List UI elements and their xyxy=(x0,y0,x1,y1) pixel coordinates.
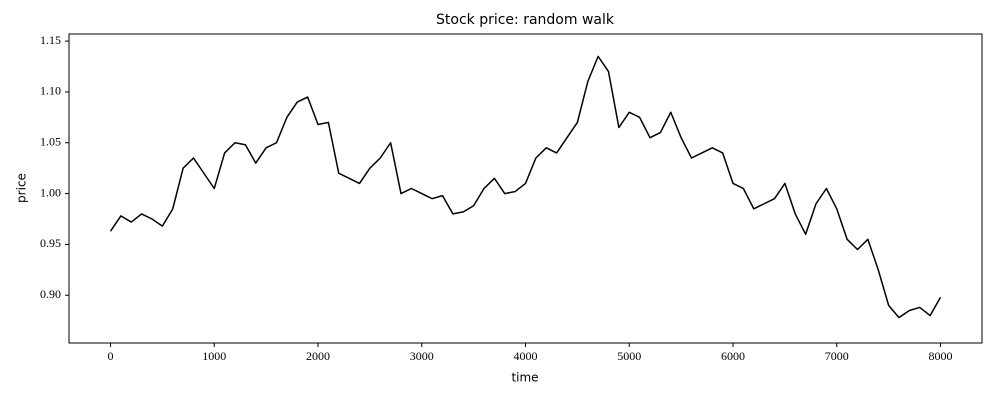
y-tick-label: 0.90 xyxy=(40,287,61,301)
x-tick-label: 6000 xyxy=(721,349,745,363)
x-tick-label: 4000 xyxy=(514,349,538,363)
chart-title: Stock price: random walk xyxy=(436,12,615,28)
x-tick-label: 0 xyxy=(108,349,114,363)
y-tick-label: 1.10 xyxy=(40,84,61,98)
x-tick-label: 5000 xyxy=(617,349,641,363)
x-axis-label: time xyxy=(511,371,538,385)
y-tick-label: 1.00 xyxy=(40,185,61,199)
x-tick-label: 7000 xyxy=(825,349,849,363)
x-tick-label: 8000 xyxy=(929,349,953,363)
y-tick-label: 1.05 xyxy=(40,135,61,149)
plot-frame xyxy=(68,33,983,344)
x-tick-label: 3000 xyxy=(410,349,434,363)
price-line xyxy=(109,55,942,319)
y-tick-label: 0.95 xyxy=(40,236,61,250)
y-axis-label: price xyxy=(15,173,29,203)
y-tick-label: 1.15 xyxy=(40,33,61,47)
x-tick-label: 2000 xyxy=(306,349,330,363)
x-tick-label: 1000 xyxy=(202,349,226,363)
